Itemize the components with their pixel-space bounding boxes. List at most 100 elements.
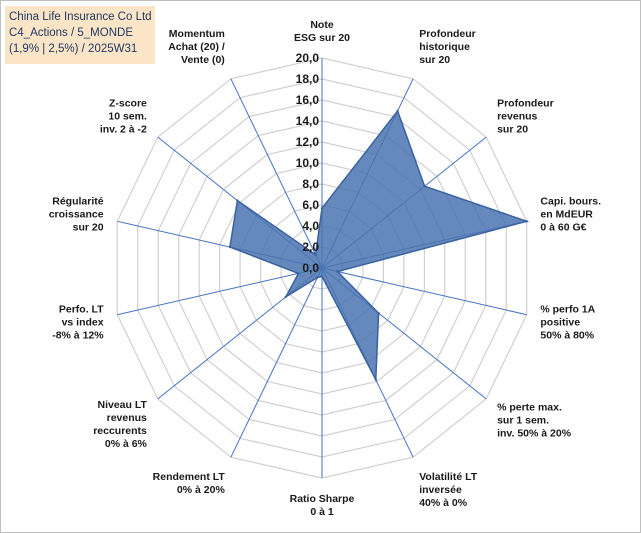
category-label-line: 0% à 6% [105,438,148,450]
axis-spoke [321,267,527,316]
category-label-line: Note [310,19,333,31]
data-point [525,220,528,223]
category-label-line: inv. 50% à 20% [497,427,572,439]
category-label-text: Perfo. LT vs index -8% à 12% [52,304,104,342]
category-label-text: % perfo 1A positive 50% à 80% [540,304,595,342]
tick-label: 10,0 [296,156,320,170]
category-label-line: croissance [49,208,104,220]
category-label-line: Volatilité LT [419,471,478,483]
category-label-text: Régularité croissance sur 20 [49,195,104,233]
category-label-line: sur 20 [497,124,528,136]
data-point [316,276,319,279]
axis-spoke [230,78,323,269]
category-label: Z-score 10 sem. inv. 2 à -2 [100,98,147,136]
category-label-text: Z-score 10 sem. inv. 2 à -2 [100,98,147,136]
chart-title-box: China Life Insurance Co Ltd C4_Actions /… [5,6,155,64]
category-label-line: inv. 2 à -2 [100,124,147,136]
series-layer [228,109,530,383]
category-label-line: sur 20 [419,54,450,66]
category-label-line: positive [540,317,580,329]
category-label: Note ESG sur 20 [294,19,350,44]
category-label-line: 0 à 60 G€ [540,221,586,233]
category-label-line: Régularité [52,195,104,207]
data-point [423,185,426,188]
tick-label: 12,0 [296,135,320,149]
category-label-line: Rendement LT [153,471,226,483]
tick-label: 14,0 [296,114,320,128]
series-area [229,109,530,383]
category-label-line: 50% à 80% [540,330,594,342]
category-label: Rendement LT 0% à 20% [153,471,226,496]
category-label-text: % perte max. sur 1 sem. inv. 50% à 20% [497,401,572,439]
category-label-line: Vente (0) [181,54,225,66]
category-label-text: Rendement LT 0% à 20% [153,471,226,496]
category-label-line: Perfo. LT [59,304,104,316]
data-point [236,199,239,202]
tick-label: 0,0 [302,261,319,275]
category-label-text: Note ESG sur 20 [294,19,350,44]
category-label: Capi. bours. en MdEUR 0 à 60 G€ [540,195,601,233]
category-label-line: Ratio Sharpe [290,493,355,505]
category-label-text: Volatilité LT inversée 40% à 0% [419,471,478,509]
category-label-line: 0% à 20% [177,484,226,496]
category-label-line: 0 à 1 [310,506,334,518]
category-label-line: -8% à 12% [52,330,104,342]
category-label-line: reccurents [93,425,147,437]
category-label-line: en MdEUR [540,208,593,220]
category-label: Profondeur historique sur 20 [419,28,476,66]
data-point [377,312,380,315]
category-label-text: Capi. bours. en MdEUR 0 à 60 G€ [540,195,601,233]
category-label-line: Niveau LT [97,399,147,411]
category-label-line: sur 20 [73,221,104,233]
title-line-3: (1,9% | 2,5%) / 2025W31 [9,43,138,55]
data-point [297,272,300,275]
category-label-line: Profondeur [419,28,476,40]
category-label-layer: Note ESG sur 20 Profondeur historique sur 20… [49,19,601,518]
category-label-text: Profondeur revenus sur 20 [497,98,554,136]
category-label: Profondeur revenus sur 20 [497,98,554,136]
tick-layer: 0,0 2,0 4,0 6,0 8,0 10,0 12,0 14,0 16,0 18,0 20,0 [296,51,320,275]
category-label-line: % perte max. [497,401,562,413]
tick-label: 18,0 [296,72,320,86]
tick-label: 16,0 [296,93,320,107]
tick-label: 4,0 [302,219,319,233]
category-label-text: Niveau LT revenus reccurents 0% à 6% [93,399,147,450]
title-line-2: C4_Actions / 5_MONDE [9,27,133,39]
data-point [374,378,377,381]
category-label-line: ESG sur 20 [294,32,350,44]
category-label: Volatilité LT inversée 40% à 0% [419,471,478,509]
category-label-line: vs index [62,317,104,329]
data-point [336,270,339,273]
category-label: Momentum Achat (20) / Vente (0) [168,28,225,66]
category-label: Niveau LT revenus reccurents 0% à 6% [93,399,147,450]
category-label-text: Profondeur historique sur 20 [419,28,476,66]
tick-label: 8,0 [302,177,319,191]
category-label: Régularité croissance sur 20 [49,195,104,233]
category-label-line: inversée [419,484,462,496]
category-label-line: 40% à 0% [419,497,468,509]
category-label-line: Profondeur [497,98,554,110]
category-label-line: revenus [497,111,537,123]
category-label: % perte max. sur 1 sem. inv. 50% à 20% [497,401,572,439]
data-point [396,109,399,113]
tick-label: 2,0 [302,240,319,254]
category-label-line: % perfo 1A [540,304,595,316]
axis-spoke [117,267,323,316]
category-label-line: Momentum [169,28,225,40]
axis-spoke [230,267,323,458]
category-label-line: historique [419,41,470,53]
category-label-text: Momentum Achat (20) / Vente (0) [168,28,225,66]
tick-label: 20,0 [296,51,320,65]
data-point [314,253,317,256]
category-label-line: sur 1 sem. [497,414,549,426]
category-label: Ratio Sharpe 0 à 1 [290,493,355,518]
category-label: % perfo 1A positive 50% à 80% [540,304,595,342]
title-line-1: China Life Insurance Co Ltd [9,11,152,23]
data-point [320,207,324,210]
category-label-line: 10 sem. [108,111,147,123]
category-label-line: Capi. bours. [540,195,601,207]
category-label-text: Ratio Sharpe 0 à 1 [290,493,355,518]
category-label-line: revenus [107,412,147,424]
